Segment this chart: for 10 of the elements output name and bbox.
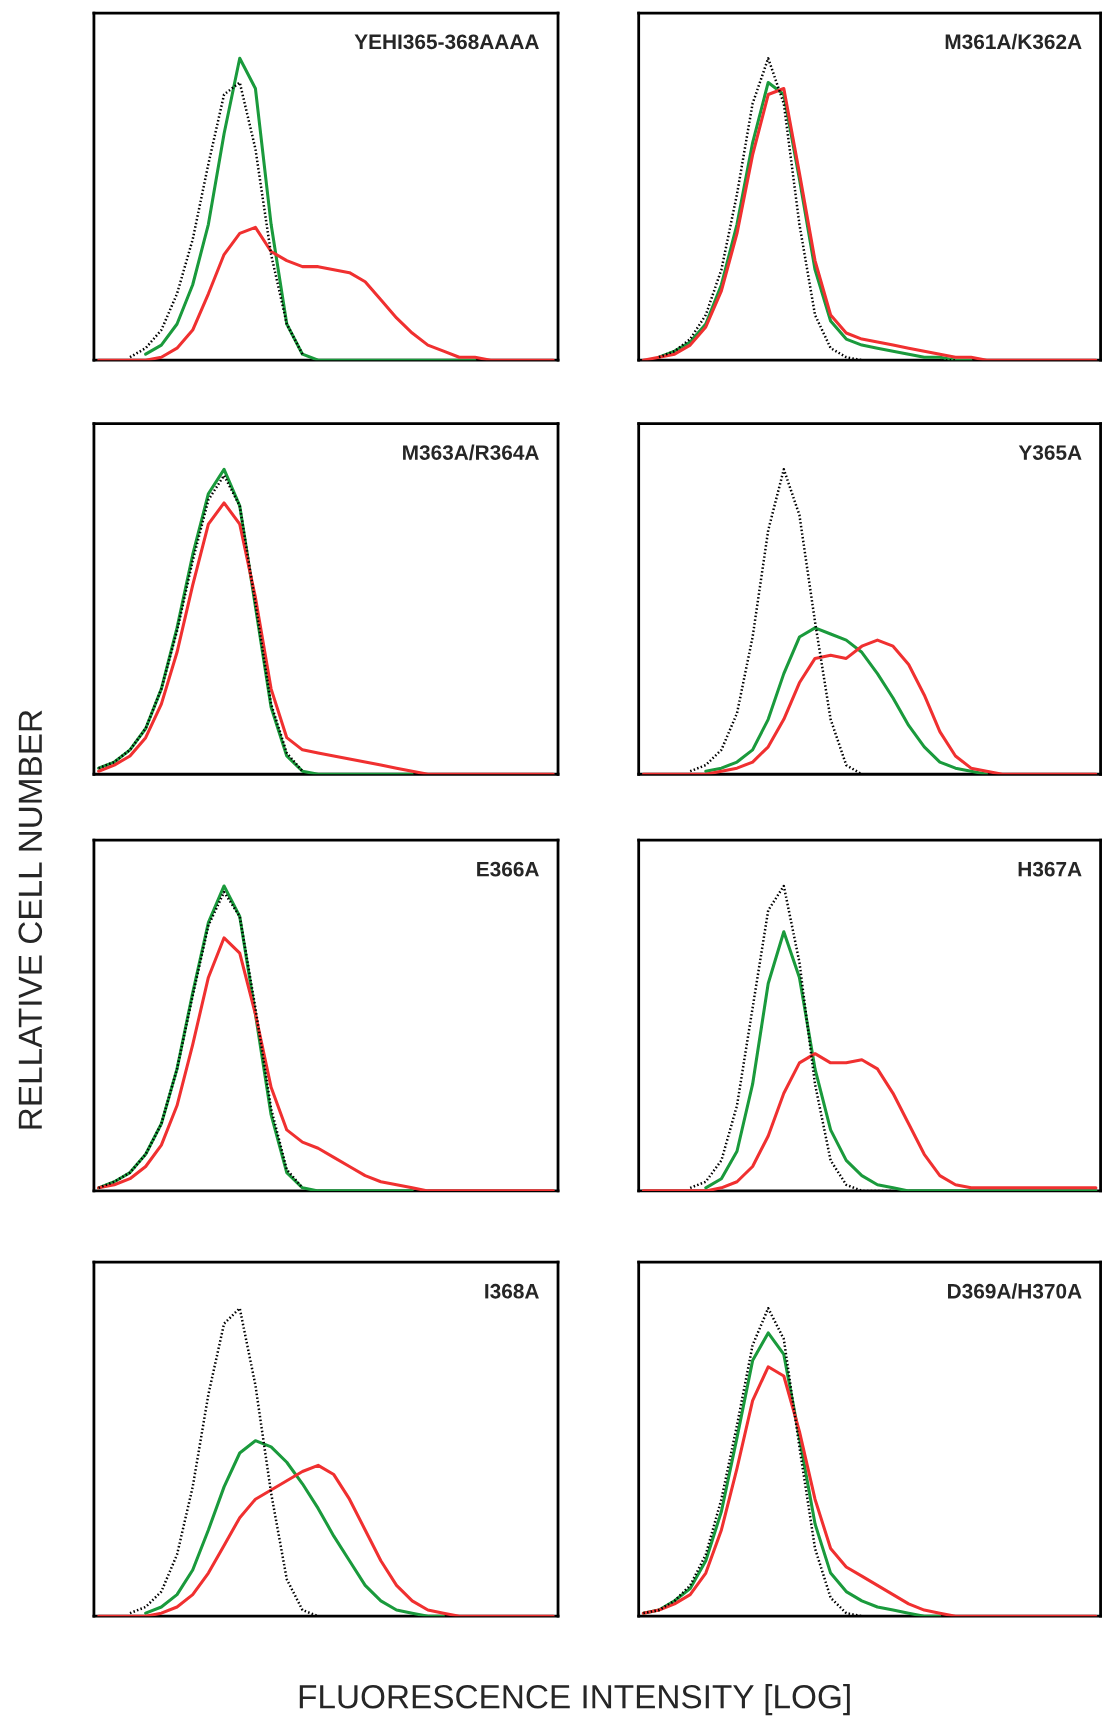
chart-title: M363A/R364A bbox=[403, 444, 539, 461]
y-axis-title: RELLATIVE CELL NUMBER bbox=[18, 710, 43, 1129]
chart-title: YEHI365-368AAAA bbox=[354, 34, 539, 50]
chart-title: I368A bbox=[485, 1283, 539, 1299]
chart-title: D369A/H370A bbox=[948, 1283, 1082, 1299]
x-axis-title: FLUORESCENCE INTENSITY [LOG] bbox=[299, 1684, 850, 1716]
chart-title: Y365A bbox=[1018, 445, 1082, 460]
chart-title: M361A/K362A bbox=[945, 33, 1082, 50]
chart-title: E366A bbox=[477, 861, 539, 877]
chart-title: H367A bbox=[1018, 861, 1082, 877]
